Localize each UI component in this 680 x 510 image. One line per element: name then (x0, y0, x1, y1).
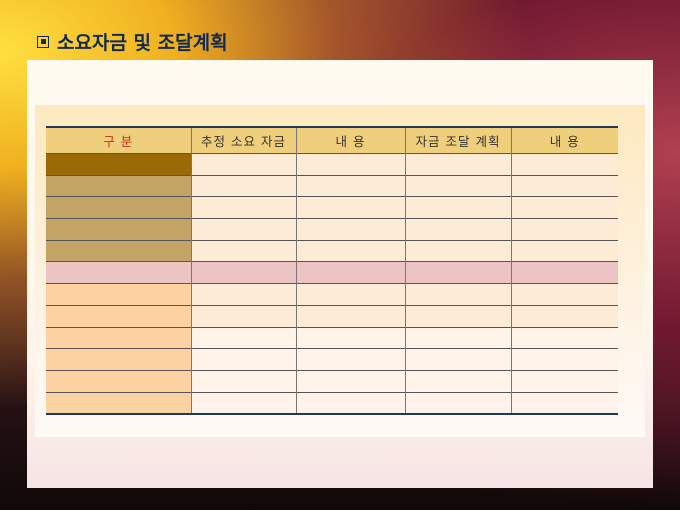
table-cell[interactable] (46, 326, 191, 349)
table-cell[interactable] (190, 283, 296, 306)
table-row (46, 391, 618, 415)
table-cell[interactable] (46, 261, 191, 284)
table-cell[interactable] (190, 348, 296, 371)
table-row (46, 348, 618, 371)
table-cell[interactable] (190, 153, 296, 176)
table-row (46, 283, 618, 306)
table-cell[interactable] (190, 391, 296, 415)
table-cell[interactable] (510, 153, 618, 176)
table-cell[interactable] (404, 348, 511, 371)
table-cell[interactable] (46, 218, 191, 241)
table-row (46, 326, 618, 349)
table-row (46, 153, 618, 176)
table-cell[interactable] (295, 369, 405, 393)
table-header-row: 구 분 추정 소요 자금 내 용 자금 조달 계획 내 용 (46, 127, 618, 154)
table-cell[interactable] (295, 218, 405, 241)
table-cell[interactable] (295, 326, 405, 349)
table-row (46, 369, 618, 393)
table-cell[interactable] (404, 369, 511, 393)
table-cell[interactable] (295, 391, 405, 415)
table-cell[interactable] (510, 304, 618, 327)
table-cell[interactable] (46, 304, 191, 327)
table-cell[interactable] (510, 261, 618, 284)
header-details-1: 내 용 (295, 127, 405, 154)
slide-title-text: 소요자금 및 조달계획 (57, 32, 228, 54)
table-cell[interactable] (46, 391, 191, 415)
table-cell[interactable] (404, 153, 511, 176)
table-cell[interactable] (295, 196, 405, 219)
header-details-2: 내 용 (510, 127, 618, 154)
header-category: 구 분 (46, 127, 191, 154)
table-row (46, 196, 618, 219)
table-cell[interactable] (295, 304, 405, 327)
table-cell[interactable] (510, 391, 618, 415)
table-cell[interactable] (404, 261, 511, 284)
header-funding-plan: 자금 조달 계획 (404, 127, 511, 154)
table-cell[interactable] (404, 239, 511, 262)
table-cell[interactable] (510, 348, 618, 371)
funding-table: 구 분 추정 소요 자금 내 용 자금 조달 계획 내 용 (46, 126, 618, 416)
table-cell[interactable] (510, 196, 618, 219)
table-cell[interactable] (190, 196, 296, 219)
table-cell[interactable] (46, 174, 191, 197)
table-cell[interactable] (295, 153, 405, 176)
table-row (46, 239, 618, 262)
table-cell[interactable] (190, 369, 296, 393)
table-cell[interactable] (404, 196, 511, 219)
table-cell[interactable] (295, 348, 405, 371)
table-cell[interactable] (295, 261, 405, 284)
table-cell[interactable] (510, 283, 618, 306)
table-cell[interactable] (295, 239, 405, 262)
table-cell[interactable] (510, 326, 618, 349)
table-cell[interactable] (190, 326, 296, 349)
header-estimated-funds: 추정 소요 자금 (190, 127, 296, 154)
table-cell[interactable] (404, 218, 511, 241)
table-row (46, 304, 618, 327)
table-row (46, 261, 618, 284)
table-cell[interactable] (46, 369, 191, 393)
table-cell[interactable] (46, 283, 191, 306)
table-row (46, 174, 618, 197)
table-cell[interactable] (190, 261, 296, 284)
table-cell[interactable] (46, 153, 191, 176)
table-cell[interactable] (295, 283, 405, 306)
slide-title: 소요자금 및 조달계획 (37, 28, 228, 55)
table-cell[interactable] (404, 283, 511, 306)
table-cell[interactable] (404, 391, 511, 415)
table-cell[interactable] (190, 218, 296, 241)
table-cell[interactable] (510, 174, 618, 197)
table-cell[interactable] (190, 239, 296, 262)
table-cell[interactable] (510, 369, 618, 393)
table-cell[interactable] (190, 304, 296, 327)
table-cell[interactable] (404, 326, 511, 349)
table-cell[interactable] (46, 239, 191, 262)
table-row (46, 218, 618, 241)
table-cell[interactable] (190, 174, 296, 197)
table-cell[interactable] (404, 174, 511, 197)
square-bullet-icon (37, 35, 49, 48)
table-cell[interactable] (46, 348, 191, 371)
table-cell[interactable] (510, 239, 618, 262)
table-cell[interactable] (404, 304, 511, 327)
table-cell[interactable] (295, 174, 405, 197)
table-cell[interactable] (46, 196, 191, 219)
table-cell[interactable] (510, 218, 618, 241)
